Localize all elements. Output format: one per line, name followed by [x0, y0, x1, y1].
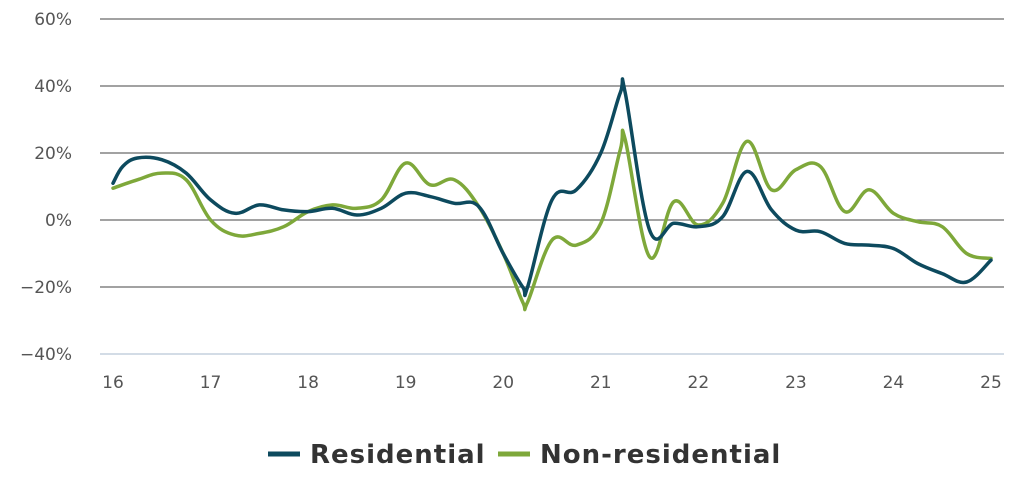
series-line-non-residential: [111, 128, 993, 312]
series-lines: [111, 77, 993, 312]
x-tick-label: 19: [395, 373, 417, 393]
x-tick-label: 25: [980, 373, 1002, 393]
y-axis-tick-labels: 60% 40% 20% 0% −20% −40%: [20, 10, 72, 365]
x-tick-label: 22: [688, 373, 710, 393]
legend-label-non-residential: Non-residential: [540, 440, 781, 470]
x-tick-label: 23: [785, 373, 807, 393]
grid-lines: [100, 18, 1004, 355]
x-tick-label: 18: [297, 373, 319, 393]
x-tick-label: 17: [200, 373, 222, 393]
x-tick-label: 21: [590, 373, 612, 393]
legend: Residential Non-residential: [268, 440, 781, 470]
x-tick-label: 24: [883, 373, 905, 393]
y-tick-label: 0%: [45, 211, 72, 231]
x-tick-label: 20: [492, 373, 514, 393]
y-tick-label: 60%: [34, 10, 72, 30]
x-tick-label: 16: [102, 373, 124, 393]
x-axis-tick-labels: 16 17 18 19 20 21 22 23 24 25: [102, 373, 1002, 393]
y-tick-label: −20%: [20, 278, 72, 298]
y-tick-label: −40%: [20, 345, 72, 365]
y-tick-label: 40%: [34, 77, 72, 97]
legend-label-residential: Residential: [310, 440, 486, 470]
series-line-residential: [111, 77, 993, 298]
y-tick-label: 20%: [34, 144, 72, 164]
